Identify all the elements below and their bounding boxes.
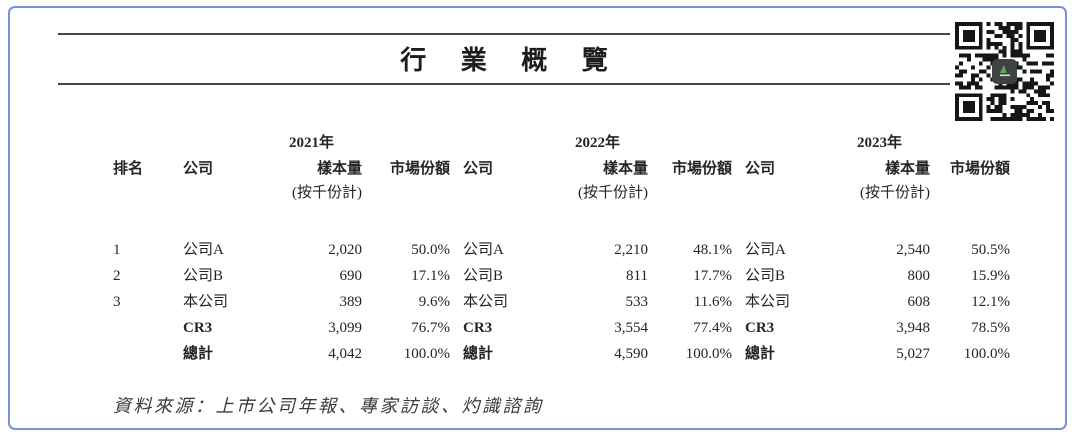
sample-cell: 4,042 [328, 346, 362, 362]
company-header: 公司 [183, 161, 214, 177]
sample-subheader: (按千份計) [292, 185, 362, 201]
rank-cell: 2 [113, 268, 121, 284]
share-cell: 17.1% [411, 268, 450, 284]
share-cell: 100.0% [685, 346, 732, 362]
share-cell: 50.0% [411, 242, 450, 258]
sample-header: 樣本量 [316, 161, 362, 177]
rank-header: 排名 [113, 161, 144, 177]
subheader-row: (按千份計) (按千份計) (按千份計) [113, 185, 1010, 210]
year-header-row: 2021年 2022年 2023年 [113, 135, 1010, 161]
qr-center-logo-icon [992, 59, 1017, 84]
sample-cell: 800 [907, 268, 931, 284]
share-header: 市場份額 [389, 161, 450, 177]
industry-overview-table: 2021年 2022年 2023年 排名 公司 樣本量 市場份額 公司 樣本量 … [113, 135, 1010, 372]
company-cell: 總計 [183, 346, 214, 362]
rank-cell: 1 [113, 242, 121, 258]
sample-cell: 3,948 [896, 320, 930, 336]
share-cell: 78.5% [971, 320, 1010, 336]
share-cell: 48.1% [693, 242, 732, 258]
company-cell: 公司A [463, 242, 504, 258]
company-cell: 公司B [183, 268, 224, 284]
company-cell: 公司B [463, 268, 504, 284]
table-row: 總計 4,042 100.0% 總計 4,590 100.0% 總計 5,027 100.0% [113, 346, 1010, 372]
sample-header: 樣本量 [602, 161, 648, 177]
sample-header: 樣本量 [884, 161, 930, 177]
rank-cell [113, 346, 183, 372]
sample-cell: 2,210 [614, 242, 648, 258]
sample-cell: 690 [339, 268, 363, 284]
company-cell: 公司A [745, 242, 786, 258]
rank-cell [113, 320, 183, 346]
sample-cell: 3,554 [614, 320, 648, 336]
company-cell: 總計 [463, 346, 494, 362]
table-row: 1 公司A 2,020 50.0% 公司A 2,210 48.1% 公司A 2,540 50.5% [113, 242, 1010, 268]
company-cell: CR3 [463, 320, 493, 336]
share-cell: 11.6% [693, 294, 732, 310]
company-header: 公司 [745, 161, 776, 177]
year-2023-label: 2023年 [856, 135, 902, 151]
sample-cell: 811 [626, 268, 648, 284]
company-cell: CR3 [745, 320, 775, 336]
share-cell: 17.7% [693, 268, 732, 284]
year-2021-label: 2021年 [288, 135, 334, 151]
company-header: 公司 [463, 161, 494, 177]
sample-cell: 608 [907, 294, 931, 310]
share-cell: 100.0% [403, 346, 450, 362]
company-cell: 本公司 [745, 294, 791, 310]
title-rule-top [58, 33, 950, 35]
sample-cell: 2,540 [896, 242, 930, 258]
company-cell: 公司A [183, 242, 224, 258]
column-header-row: 排名 公司 樣本量 市場份額 公司 樣本量 市場份額 公司 樣本量 市場份額 [113, 161, 1010, 185]
sample-subheader: (按千份計) [860, 185, 930, 201]
share-cell: 12.1% [971, 294, 1010, 310]
company-cell: 本公司 [463, 294, 509, 310]
sample-cell: 2,020 [328, 242, 362, 258]
page-title: 行 業 概 覽 [400, 45, 622, 75]
qr-code-icon [955, 22, 1054, 121]
year-2022-label: 2022年 [574, 135, 620, 151]
company-cell: 總計 [745, 346, 776, 362]
rank-cell: 3 [113, 294, 121, 310]
table-row: CR3 3,099 76.7% CR3 3,554 77.4% CR3 3,948 78.5% [113, 320, 1010, 346]
share-cell: 50.5% [971, 242, 1010, 258]
share-cell: 77.4% [693, 320, 732, 336]
table-row: 2 公司B 690 17.1% 公司B 811 17.7% 公司B 800 15.9% [113, 268, 1010, 294]
share-header: 市場份額 [949, 161, 1010, 177]
company-cell: 公司B [745, 268, 786, 284]
share-cell: 9.6% [418, 294, 450, 310]
share-header: 市場份額 [671, 161, 732, 177]
sample-subheader: (按千份計) [578, 185, 648, 201]
sample-cell: 4,590 [614, 346, 648, 362]
company-cell: 本公司 [183, 294, 229, 310]
sample-cell: 5,027 [896, 346, 930, 362]
sample-cell: 3,099 [328, 320, 362, 336]
sample-cell: 389 [339, 294, 363, 310]
table-body: 1 公司A 2,020 50.0% 公司A 2,210 48.1% 公司A 2,540 50.5%… [113, 242, 1010, 372]
share-cell: 76.7% [411, 320, 450, 336]
table-row: 3 本公司 389 9.6% 本公司 533 11.6% 本公司 608 12.1% [113, 294, 1010, 320]
source-note: 資料來源：上市公司年報、專家訪談、灼識諮詢 [113, 396, 544, 416]
sample-cell: 533 [625, 294, 649, 310]
title-rule-bottom [58, 83, 950, 85]
share-cell: 15.9% [971, 268, 1010, 284]
company-cell: CR3 [183, 320, 213, 336]
share-cell: 100.0% [963, 346, 1010, 362]
